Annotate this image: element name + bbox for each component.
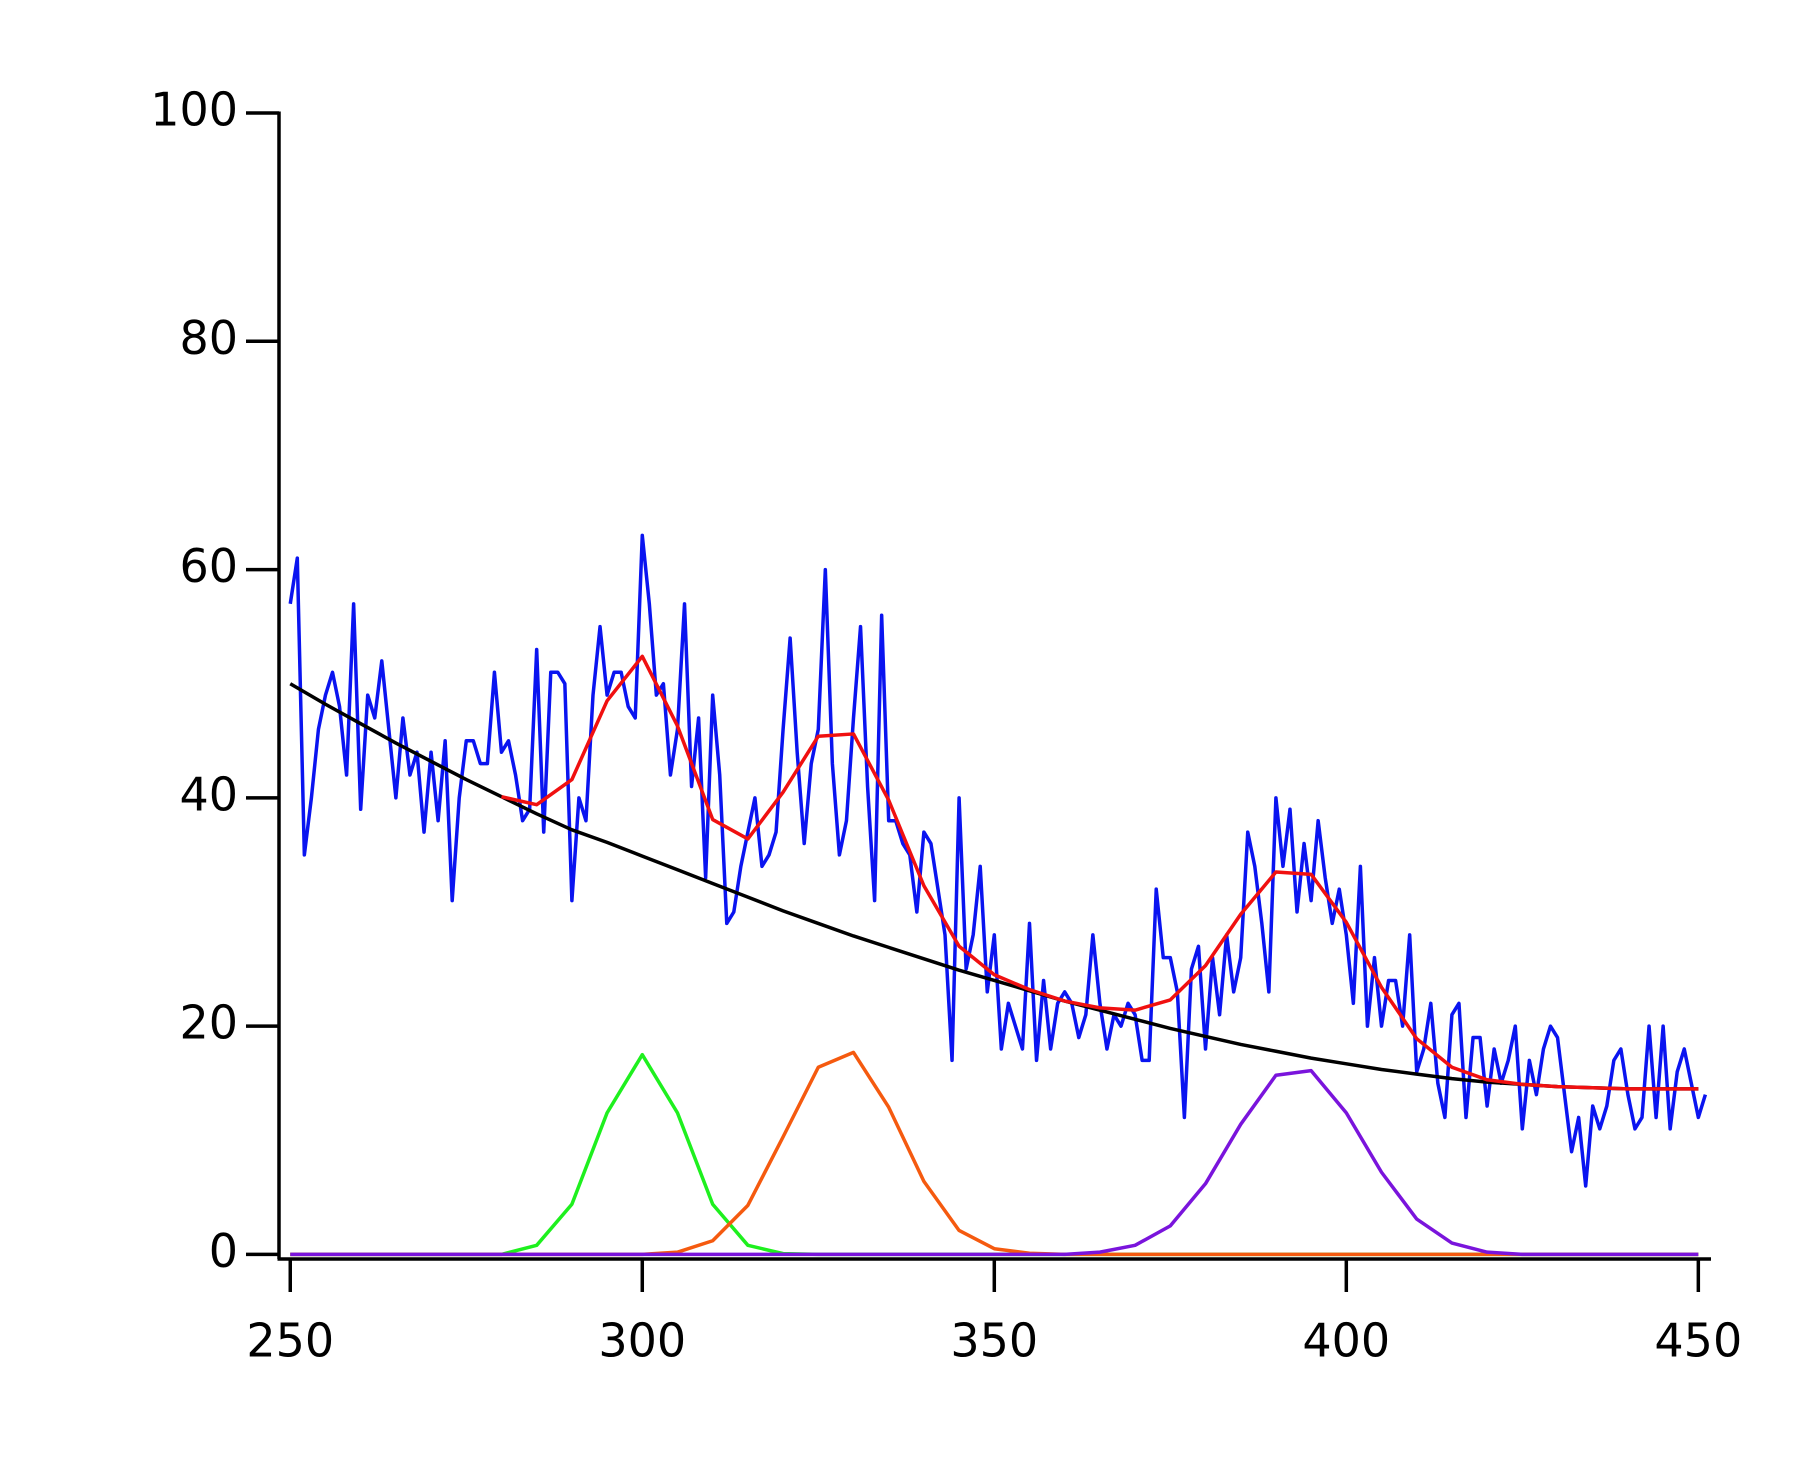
y-tick-label: 0	[209, 1224, 238, 1278]
data-line	[501, 654, 1699, 1091]
y-tick-label: 100	[150, 83, 238, 137]
y-tick-label: 40	[179, 767, 238, 821]
x-tick-label: 350	[950, 1314, 1038, 1368]
y-tick-label: 20	[179, 996, 238, 1050]
x-tick-label: 450	[1654, 1314, 1742, 1368]
x-tick-label: 300	[598, 1314, 686, 1368]
data-line	[289, 682, 1699, 1091]
data-line	[288, 533, 1708, 1188]
data-line	[290, 1052, 1699, 1257]
y-tick-label: 80	[179, 311, 238, 365]
data-line	[290, 1068, 1699, 1257]
x-tick-label: 250	[246, 1314, 334, 1368]
x-tick-label: 400	[1302, 1314, 1390, 1368]
y-tick-label: 60	[179, 539, 238, 593]
